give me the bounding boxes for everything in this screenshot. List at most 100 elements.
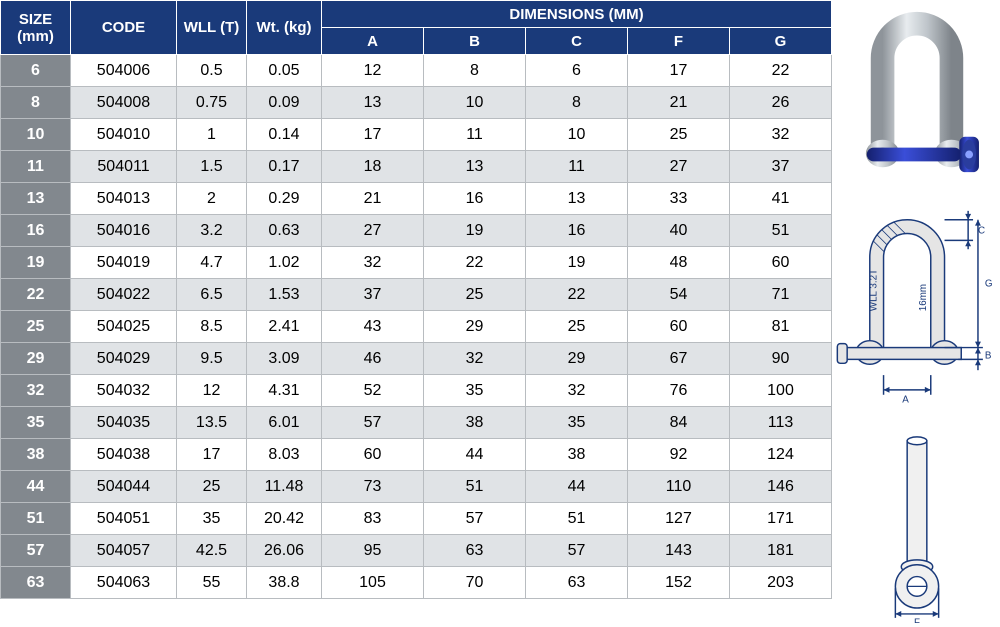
cell-b: 8 bbox=[424, 55, 526, 87]
th-dim-c: C bbox=[526, 28, 628, 55]
cell-size: 35 bbox=[1, 407, 71, 439]
cell-size: 29 bbox=[1, 343, 71, 375]
table-row: 515040513520.42835751127171 bbox=[1, 503, 832, 535]
table-row: 115040111.50.171813112737 bbox=[1, 151, 832, 183]
cell-c: 8 bbox=[526, 87, 628, 119]
table-row: 65040060.50.0512861722 bbox=[1, 55, 832, 87]
cell-b: 13 bbox=[424, 151, 526, 183]
cell-wt: 0.29 bbox=[247, 183, 322, 215]
cell-b: 57 bbox=[424, 503, 526, 535]
cell-a: 73 bbox=[322, 471, 424, 503]
cell-b: 32 bbox=[424, 343, 526, 375]
cell-g: 100 bbox=[730, 375, 832, 407]
cell-a: 27 bbox=[322, 215, 424, 247]
cell-g: 181 bbox=[730, 535, 832, 567]
cell-wll: 25 bbox=[177, 471, 247, 503]
table-row: 295040299.53.094632296790 bbox=[1, 343, 832, 375]
th-size: SIZE (mm) bbox=[1, 1, 71, 55]
cell-code: 504044 bbox=[71, 471, 177, 503]
cell-wll: 1.5 bbox=[177, 151, 247, 183]
cell-b: 16 bbox=[424, 183, 526, 215]
table-row: 32504032124.3152353276100 bbox=[1, 375, 832, 407]
cell-code: 504025 bbox=[71, 311, 177, 343]
cell-wt: 4.31 bbox=[247, 375, 322, 407]
cell-code: 504013 bbox=[71, 183, 177, 215]
cell-f: 40 bbox=[628, 215, 730, 247]
cell-f: 60 bbox=[628, 311, 730, 343]
cell-b: 10 bbox=[424, 87, 526, 119]
cell-f: 152 bbox=[628, 567, 730, 599]
th-wt: Wt. (kg) bbox=[247, 1, 322, 55]
th-wll: WLL (T) bbox=[177, 1, 247, 55]
pin-dimension-diagram: F bbox=[852, 431, 982, 623]
cell-c: 35 bbox=[526, 407, 628, 439]
cell-wll: 2 bbox=[177, 183, 247, 215]
cell-b: 19 bbox=[424, 215, 526, 247]
cell-code: 504038 bbox=[71, 439, 177, 471]
cell-c: 16 bbox=[526, 215, 628, 247]
cell-a: 43 bbox=[322, 311, 424, 343]
cell-size: 19 bbox=[1, 247, 71, 279]
cell-c: 44 bbox=[526, 471, 628, 503]
th-code: CODE bbox=[71, 1, 177, 55]
cell-c: 6 bbox=[526, 55, 628, 87]
diagram-text-wll: WLL 3.2T bbox=[869, 269, 880, 311]
th-dim-b: B bbox=[424, 28, 526, 55]
cell-c: 29 bbox=[526, 343, 628, 375]
cell-a: 12 bbox=[322, 55, 424, 87]
cell-a: 21 bbox=[322, 183, 424, 215]
table-row: 3550403513.56.0157383584113 bbox=[1, 407, 832, 439]
cell-c: 32 bbox=[526, 375, 628, 407]
side-illustrations: WLL 3.2T 16mm A C G bbox=[832, 0, 1000, 627]
cell-a: 95 bbox=[322, 535, 424, 567]
cell-c: 38 bbox=[526, 439, 628, 471]
cell-g: 124 bbox=[730, 439, 832, 471]
shackle-photo bbox=[842, 4, 992, 191]
cell-code: 504051 bbox=[71, 503, 177, 535]
cell-g: 203 bbox=[730, 567, 832, 599]
cell-c: 51 bbox=[526, 503, 628, 535]
cell-code: 504063 bbox=[71, 567, 177, 599]
cell-code: 504032 bbox=[71, 375, 177, 407]
cell-size: 57 bbox=[1, 535, 71, 567]
cell-code: 504011 bbox=[71, 151, 177, 183]
cell-c: 19 bbox=[526, 247, 628, 279]
cell-wll: 13.5 bbox=[177, 407, 247, 439]
cell-size: 38 bbox=[1, 439, 71, 471]
cell-g: 41 bbox=[730, 183, 832, 215]
th-dim-g: G bbox=[730, 28, 832, 55]
cell-g: 22 bbox=[730, 55, 832, 87]
dim-label-f: F bbox=[914, 618, 920, 623]
cell-wll: 4.7 bbox=[177, 247, 247, 279]
cell-f: 92 bbox=[628, 439, 730, 471]
th-dimensions: DIMENSIONS (MM) bbox=[322, 1, 832, 28]
cell-b: 51 bbox=[424, 471, 526, 503]
cell-wll: 55 bbox=[177, 567, 247, 599]
cell-wll: 3.2 bbox=[177, 215, 247, 247]
cell-wll: 17 bbox=[177, 439, 247, 471]
cell-c: 11 bbox=[526, 151, 628, 183]
cell-a: 37 bbox=[322, 279, 424, 311]
cell-a: 83 bbox=[322, 503, 424, 535]
table-row: 225040226.51.533725225471 bbox=[1, 279, 832, 311]
spec-table-wrap: SIZE (mm) CODE WLL (T) Wt. (kg) DIMENSIO… bbox=[0, 0, 832, 627]
cell-wt: 1.02 bbox=[247, 247, 322, 279]
table-row: 1050401010.141711102532 bbox=[1, 119, 832, 151]
cell-g: 26 bbox=[730, 87, 832, 119]
cell-f: 33 bbox=[628, 183, 730, 215]
th-dim-f: F bbox=[628, 28, 730, 55]
cell-code: 504022 bbox=[71, 279, 177, 311]
cell-a: 17 bbox=[322, 119, 424, 151]
cell-wll: 0.5 bbox=[177, 55, 247, 87]
cell-c: 63 bbox=[526, 567, 628, 599]
cell-f: 54 bbox=[628, 279, 730, 311]
cell-size: 51 bbox=[1, 503, 71, 535]
cell-code: 504006 bbox=[71, 55, 177, 87]
cell-wt: 38.8 bbox=[247, 567, 322, 599]
cell-code: 504019 bbox=[71, 247, 177, 279]
cell-code: 504010 bbox=[71, 119, 177, 151]
table-row: 255040258.52.414329256081 bbox=[1, 311, 832, 343]
cell-code: 504029 bbox=[71, 343, 177, 375]
cell-b: 11 bbox=[424, 119, 526, 151]
cell-size: 13 bbox=[1, 183, 71, 215]
